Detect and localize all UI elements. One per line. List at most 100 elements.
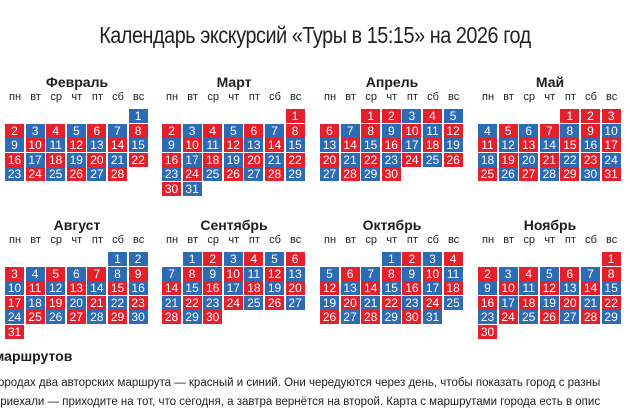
day-cell: 17 bbox=[498, 295, 518, 310]
day-cell: 13 bbox=[560, 281, 580, 296]
day-cell: 9 bbox=[5, 138, 24, 153]
day-cell: 4 bbox=[519, 266, 539, 281]
day-cell: 7 bbox=[340, 123, 360, 138]
day-cell: 15 bbox=[601, 281, 621, 296]
day-cell: 16 bbox=[162, 152, 181, 167]
day-cell: 17 bbox=[601, 138, 621, 153]
day-cell: 17 bbox=[423, 281, 442, 296]
day-cell: 16 bbox=[203, 281, 223, 296]
day-cell: 29 bbox=[285, 167, 305, 182]
day-cell: 2 bbox=[162, 123, 181, 138]
day-cell: 13 bbox=[320, 138, 339, 153]
day-cell: 10 bbox=[223, 266, 243, 281]
weekday: ср bbox=[207, 234, 219, 246]
day-cell: 15 bbox=[285, 138, 305, 153]
weekday: чт bbox=[386, 234, 398, 246]
day-cell: 6 bbox=[519, 123, 539, 138]
weekday: пт bbox=[91, 91, 103, 103]
day-cell: 13 bbox=[519, 138, 539, 153]
day-cell: 19 bbox=[443, 138, 463, 153]
day-cell: 23 bbox=[203, 295, 223, 310]
day-cell: 22 bbox=[108, 295, 127, 310]
weekday: пт bbox=[406, 234, 418, 246]
day-cell: 8 bbox=[128, 123, 148, 138]
weekday: ср bbox=[523, 234, 535, 246]
notes-heading: маршрутов bbox=[0, 348, 73, 364]
day-cell: 11 bbox=[25, 281, 45, 296]
day-cell: 26 bbox=[265, 295, 284, 310]
day-cell: 1 bbox=[108, 252, 127, 266]
weekday: пн bbox=[165, 91, 179, 103]
day-cell: 5 bbox=[320, 266, 339, 281]
weekday: чт bbox=[544, 234, 556, 246]
day-cell: 25 bbox=[519, 310, 539, 325]
day-cell: 4 bbox=[423, 109, 442, 123]
day-cell: 16 bbox=[581, 138, 600, 153]
day-cell: 13 bbox=[244, 138, 264, 153]
day-cell: 11 bbox=[478, 138, 497, 153]
weekday: пн bbox=[8, 91, 22, 103]
day-cell: 10 bbox=[601, 123, 621, 138]
day-cell: 31 bbox=[423, 310, 442, 325]
weekday: ср bbox=[207, 91, 219, 103]
day-cell: 24 bbox=[182, 167, 202, 182]
day-cell: 15 bbox=[128, 138, 148, 153]
day-cell: 15 bbox=[381, 281, 401, 296]
month-name: Август bbox=[53, 217, 101, 233]
month-name: Февраль bbox=[45, 74, 109, 90]
day-cell: 14 bbox=[361, 281, 381, 296]
day-cell: 3 bbox=[182, 123, 202, 138]
day-cell: 25 bbox=[25, 310, 45, 325]
day-cell: 29 bbox=[108, 310, 127, 325]
weekday: сб bbox=[112, 234, 124, 246]
weekday: вс bbox=[605, 91, 618, 103]
day-cell: 3 bbox=[402, 109, 422, 123]
day-cell: 22 bbox=[601, 295, 621, 310]
weekday: пт bbox=[564, 234, 576, 246]
day-cell: 16 bbox=[5, 152, 24, 167]
day-cell: 21 bbox=[265, 152, 284, 167]
weekday: сб bbox=[112, 91, 124, 103]
day-cell: 2 bbox=[128, 252, 148, 266]
day-cell: 3 bbox=[498, 266, 518, 281]
day-cell: 4 bbox=[25, 266, 45, 281]
day-cell: 29 bbox=[182, 310, 202, 325]
day-cell: 22 bbox=[182, 295, 202, 310]
day-cell: 8 bbox=[182, 266, 202, 281]
day-cell: 23 bbox=[162, 167, 181, 182]
day-cell: 30 bbox=[478, 325, 497, 339]
weekday: ср bbox=[365, 91, 377, 103]
notes: маршрутов городах два авторских маршрута… bbox=[0, 348, 630, 412]
weekday: вс bbox=[447, 234, 460, 246]
day-cell: 4 bbox=[244, 252, 264, 266]
day-cell: 11 bbox=[519, 281, 539, 296]
day-cell: 19 bbox=[498, 152, 518, 167]
day-cell: 23 bbox=[128, 295, 148, 310]
weekday: ср bbox=[523, 91, 535, 103]
weekday: пн bbox=[481, 91, 495, 103]
day-cell: 12 bbox=[46, 281, 66, 296]
day-cell: 21 bbox=[87, 295, 107, 310]
day-cell: 18 bbox=[423, 138, 442, 153]
day-cell: 8 bbox=[108, 266, 127, 281]
weekday: ср bbox=[50, 234, 62, 246]
day-cell: 27 bbox=[320, 167, 339, 182]
day-cell: 2 bbox=[203, 252, 223, 266]
day-cell: 27 bbox=[66, 310, 86, 325]
day-cell: 5 bbox=[265, 252, 284, 266]
day-cell: 23 bbox=[402, 295, 422, 310]
day-cell: 10 bbox=[498, 281, 518, 296]
day-cell: 30 bbox=[381, 167, 401, 182]
day-cell: 24 bbox=[25, 167, 45, 182]
day-cell: 21 bbox=[108, 152, 127, 167]
note-line: городах два авторских маршрута — красный… bbox=[0, 377, 601, 389]
weekday: вт bbox=[30, 234, 41, 246]
day-cell: 20 bbox=[285, 281, 305, 296]
day-cell: 19 bbox=[265, 281, 284, 296]
day-cell: 17 bbox=[5, 295, 24, 310]
weekday: ср bbox=[50, 91, 62, 103]
day-cell: 26 bbox=[443, 152, 463, 167]
day-cell: 12 bbox=[320, 281, 339, 296]
day-cell: 26 bbox=[498, 167, 518, 182]
day-cell: 31 bbox=[5, 325, 24, 339]
